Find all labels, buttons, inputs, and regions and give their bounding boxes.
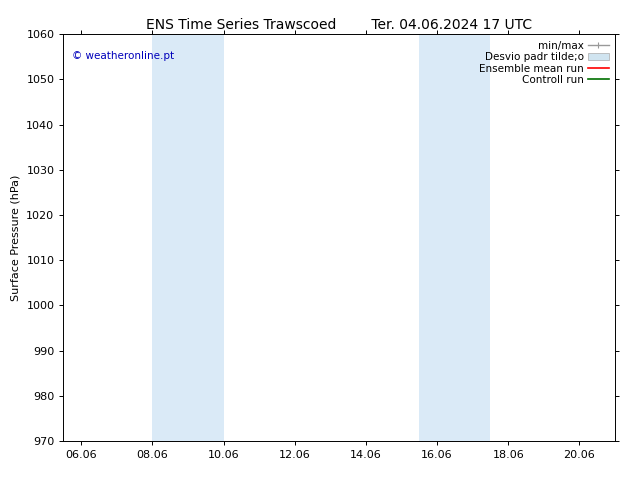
Bar	[152, 34, 224, 441]
Y-axis label: Surface Pressure (hPa): Surface Pressure (hPa)	[11, 174, 21, 301]
Text: © weatheronline.pt: © weatheronline.pt	[72, 50, 174, 61]
Legend: min/max, Desvio padr tilde;o, Ensemble mean run, Controll run: min/max, Desvio padr tilde;o, Ensemble m…	[475, 36, 613, 89]
Bar	[419, 34, 491, 441]
Title: ENS Time Series Trawscoed        Ter. 04.06.2024 17 UTC: ENS Time Series Trawscoed Ter. 04.06.202…	[146, 18, 533, 32]
